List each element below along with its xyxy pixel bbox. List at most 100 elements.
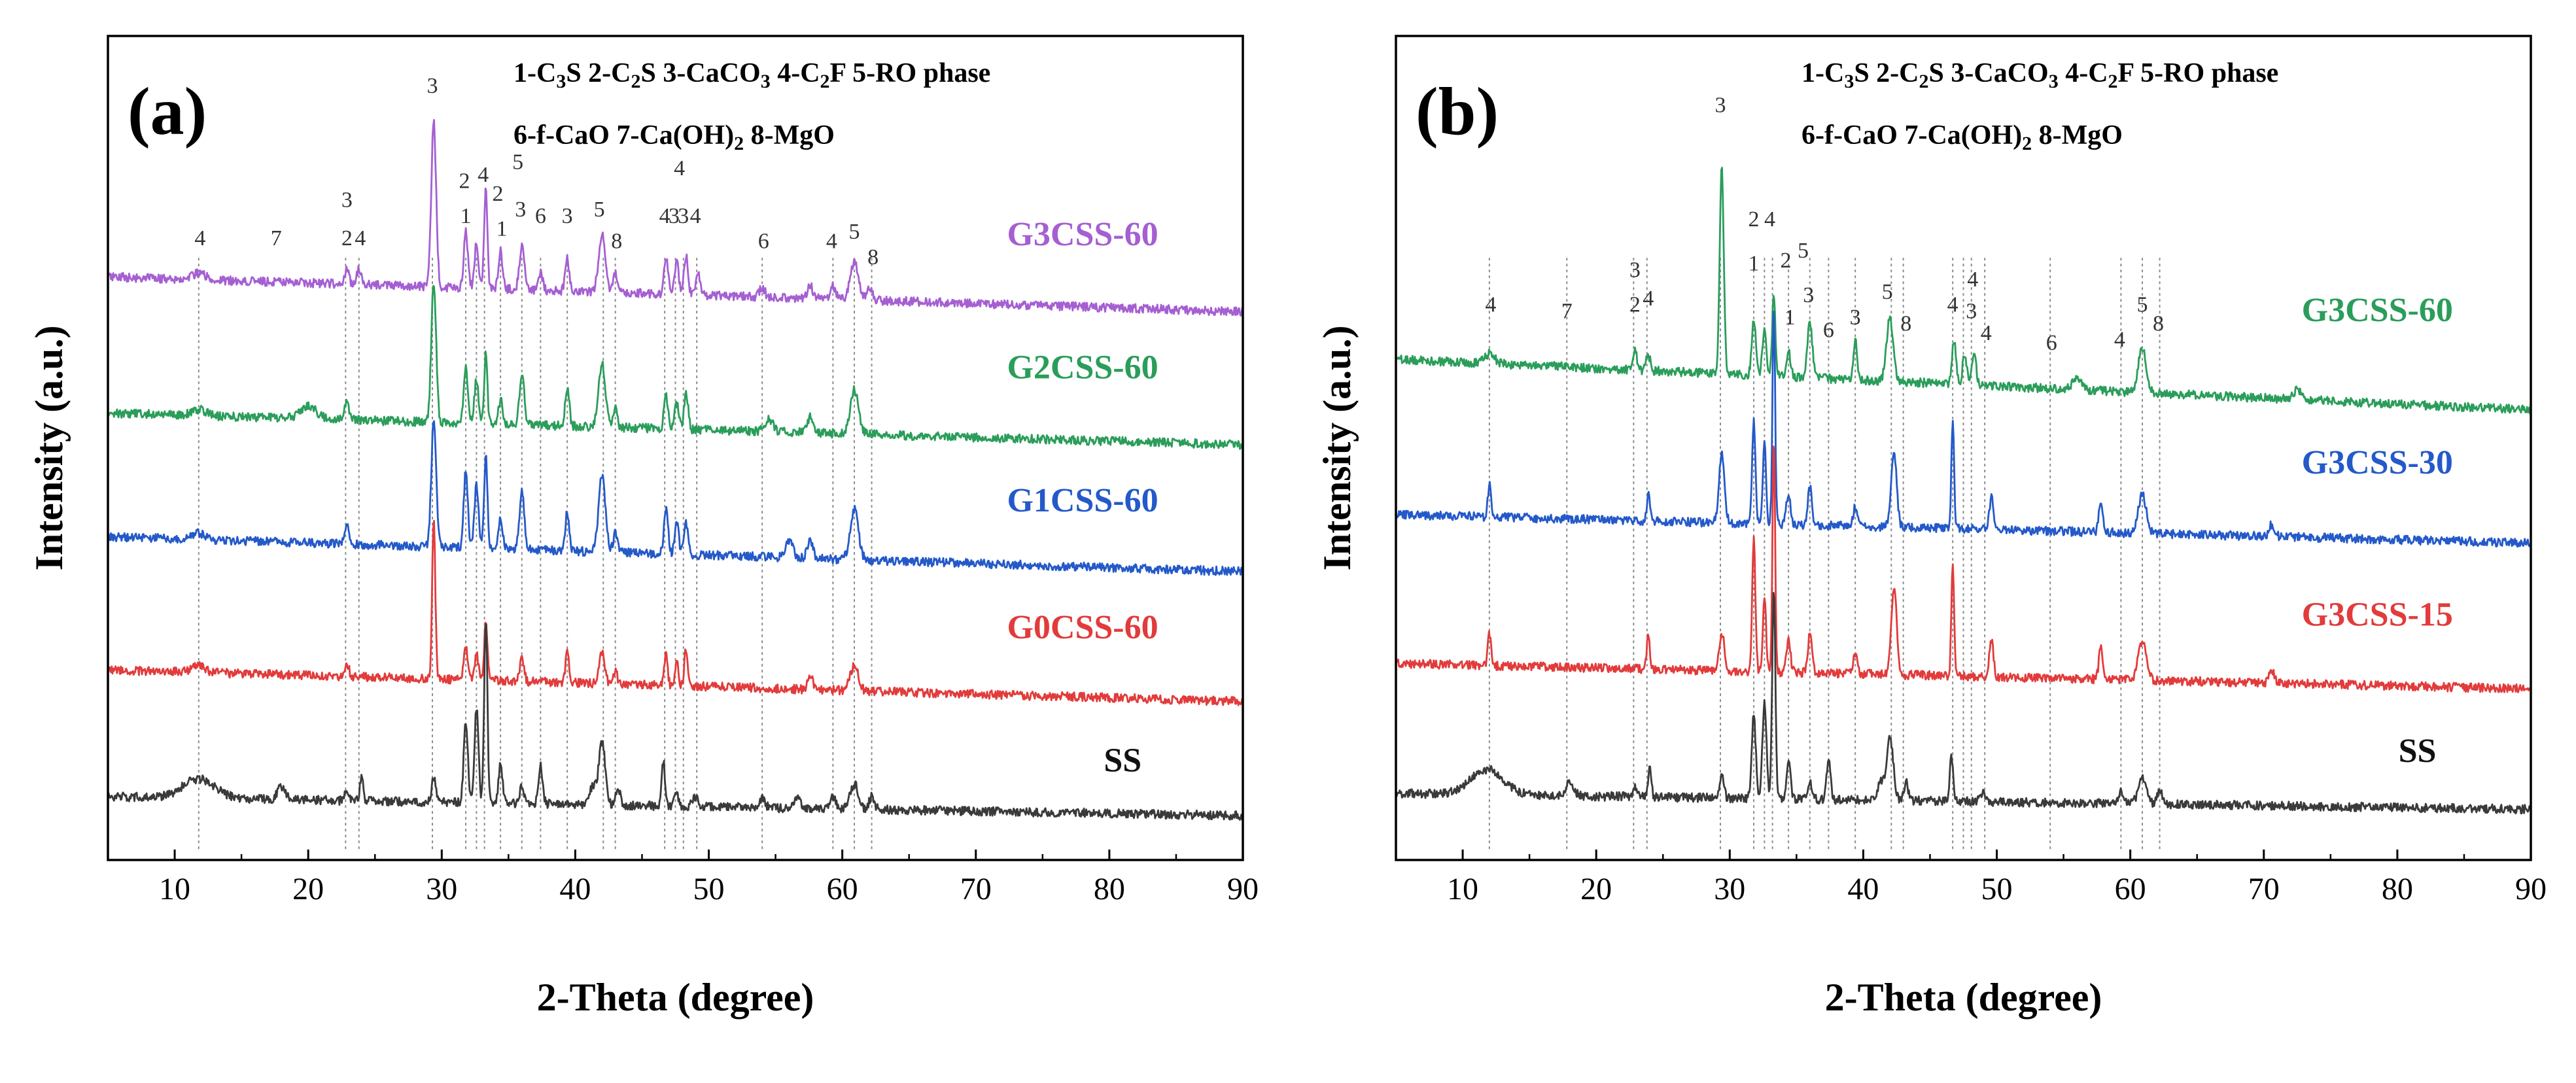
- legend-subscript: 2: [820, 71, 830, 92]
- peak-label-20: 3: [678, 204, 689, 228]
- legend-text: F 5-RO phase: [2118, 58, 2279, 88]
- peak-label-10: 5: [1798, 239, 1809, 263]
- peak-label-18: 4: [1947, 293, 1958, 317]
- peak-label-11: 1: [496, 216, 508, 241]
- x-axis-label: 2-Theta (degree): [1825, 976, 2102, 1019]
- phase-legend-line1: 1-C3S 2-C2S 3-CaCO3 4-C2F 5-RO phase: [513, 58, 990, 92]
- x-tick-label: 10: [159, 872, 190, 906]
- peak-label-12: 3: [1803, 283, 1814, 307]
- peak-label-21: 6: [2046, 331, 2057, 355]
- peak-label-7: 4: [1764, 207, 1775, 232]
- sample-label-g2css-60: G2CSS-60: [1007, 349, 1158, 386]
- peak-label-9: 2: [493, 182, 504, 206]
- sample-label-ss: SS: [1104, 742, 1141, 779]
- plot-frame: [1395, 35, 2532, 861]
- phase-legend-line2: 6-f-CaO 7-Ca(OH)2 8-MgO: [513, 120, 835, 154]
- peak-label-7: 4: [478, 163, 489, 187]
- sample-label-g3css-60: G3CSS-60: [2302, 292, 2453, 329]
- legend-text: F 5-RO phase: [830, 58, 991, 88]
- panel-label: (b): [1416, 74, 1499, 149]
- peak-label-10: 5: [512, 150, 523, 175]
- peak-label-20: 4: [1981, 321, 1992, 345]
- legend-text: 8-MgO: [744, 120, 835, 150]
- series-line-g2css-60: [107, 284, 1244, 450]
- sample-label-ss: SS: [2399, 732, 2437, 770]
- peak-label-13: 6: [535, 204, 546, 228]
- peak-label-14: 3: [562, 204, 573, 228]
- legend-subscript: 3: [556, 71, 566, 92]
- peak-label-14: 3: [1850, 305, 1861, 330]
- legend-text: 1-C: [513, 58, 556, 88]
- peak-label-19: 3: [669, 204, 680, 228]
- series-line-g3css-15: [1395, 445, 2532, 693]
- series-line-g3css-60: [107, 118, 1244, 317]
- peak-label-23: 4: [826, 230, 837, 254]
- legend-subscript: 3: [761, 71, 771, 92]
- y-axis-label: Intensity (a.u.): [27, 325, 71, 570]
- peak-label-1: 7: [271, 226, 282, 250]
- sample-label-g1css-60: G1CSS-60: [1007, 482, 1158, 519]
- x-tick-label: 90: [2515, 872, 2547, 906]
- peak-label-19: 3: [1966, 299, 1977, 323]
- peak-label-5: 3: [427, 74, 438, 98]
- legend-subscript: 3: [1844, 71, 1854, 92]
- x-tick-label: 40: [1847, 872, 1879, 906]
- x-tick-label: 10: [1447, 872, 1478, 906]
- peak-label-0: 4: [1485, 293, 1496, 317]
- peak-label-2: 3: [341, 188, 353, 213]
- peak-label-9: 2: [1781, 249, 1792, 273]
- x-tick-label: 60: [2115, 872, 2146, 906]
- peak-label-17: 4: [674, 156, 685, 180]
- peak-label-24: 8: [2153, 312, 2164, 336]
- peak-label-16: 8: [1900, 312, 1911, 336]
- peak-label-23: 5: [2137, 293, 2148, 317]
- peak-label-25: 8: [867, 245, 879, 269]
- peak-label-13: 6: [1823, 318, 1834, 342]
- legend-text: 8-MgO: [2032, 120, 2123, 150]
- x-tick-label: 70: [2248, 872, 2280, 906]
- peak-label-8: 1: [461, 204, 472, 228]
- legend-subscript: 2: [2108, 71, 2118, 92]
- peak-label-16: 8: [611, 230, 622, 254]
- legend-subscript: 2: [2022, 133, 2032, 154]
- xrd-chart-b: 4 7 3 2 4 3 2 4 1 2 5 1 3 6 3 5 8 4 4 3 4 6 4 5 8 G3CSS-60 G3CSS-3…: [1288, 0, 2576, 1083]
- peak-label-6: 2: [1749, 207, 1760, 232]
- peak-label-22: 6: [758, 230, 769, 254]
- series-line-g1css-60: [107, 420, 1244, 576]
- series-line-ss: [107, 623, 1244, 821]
- peak-label-12: 3: [515, 198, 526, 222]
- peak-label-1: 7: [1561, 299, 1573, 323]
- x-tick-label: 30: [426, 872, 457, 906]
- legend-subscript: 2: [734, 133, 744, 154]
- legend-text: S 2-C: [566, 58, 631, 88]
- x-tick-label: 80: [1094, 872, 1125, 906]
- peak-label-24: 5: [849, 220, 860, 244]
- x-tick-label: 50: [693, 872, 725, 906]
- legend-text: 4-C: [2059, 58, 2108, 88]
- peak-label-21: 4: [690, 204, 701, 228]
- legend-text: 6-f-CaO 7-Ca(OH): [1801, 120, 2022, 150]
- legend-subscript: 2: [1919, 71, 1929, 92]
- xrd-chart-a: 4 7 3 2 4 3 2 4 1 2 5 1 3 6 3 5 8 4 4 3 3 4 6 4 5 8 G3CSS-60 G2CSS-…: [27, 35, 1259, 1019]
- y-axis-label: Intensity (a.u.): [1315, 325, 1359, 570]
- peak-label-0: 4: [194, 226, 205, 250]
- peak-label-3: 2: [341, 226, 353, 250]
- x-tick-label: 30: [1714, 872, 1745, 906]
- peak-label-4: 4: [1643, 286, 1654, 311]
- x-tick-label: 70: [960, 872, 992, 906]
- peak-label-22: 4: [2114, 328, 2125, 352]
- peak-label-18: 4: [659, 204, 670, 228]
- legend-text: S 2-C: [1854, 58, 1919, 88]
- x-tick-label: 90: [1227, 872, 1259, 906]
- peak-label-17: 4: [1967, 267, 1978, 292]
- panel-label: (a): [128, 74, 207, 149]
- x-tick-label: 20: [292, 872, 324, 906]
- x-tick-label: 20: [1580, 872, 1612, 906]
- peak-label-8: 1: [1749, 252, 1760, 276]
- legend-subscript: 3: [2049, 71, 2059, 92]
- series-line-g3css-30: [1395, 310, 2532, 548]
- peak-label-6: 2: [459, 169, 470, 194]
- phase-legend-line2: 6-f-CaO 7-Ca(OH)2 8-MgO: [1801, 120, 2123, 154]
- peak-label-2: 3: [1629, 258, 1641, 282]
